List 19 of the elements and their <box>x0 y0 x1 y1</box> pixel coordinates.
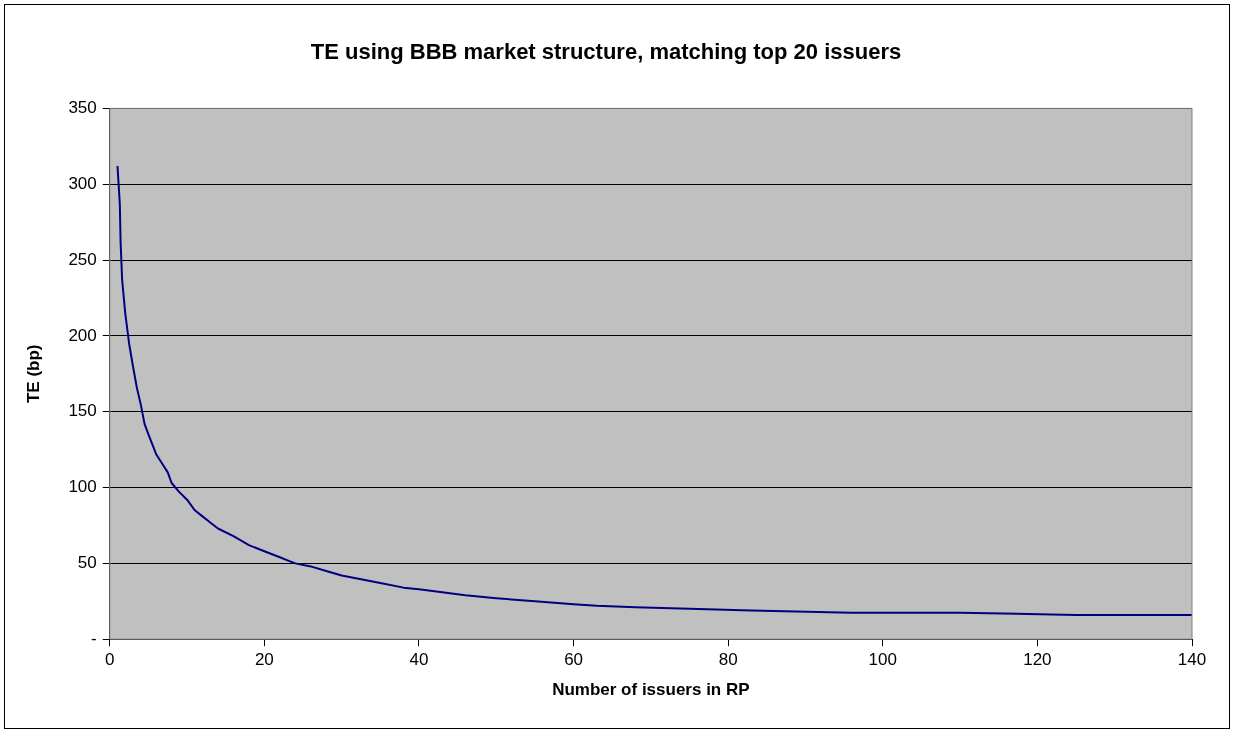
x-tick-label: 120 <box>1023 650 1052 670</box>
y-tick-label: 150 <box>68 401 97 421</box>
chart-title: TE using BBB market structure, matching top 20 issuers <box>310 39 902 65</box>
x-tick-label: 20 <box>254 650 274 670</box>
y-tick-label: - <box>91 628 97 648</box>
x-tick-label: 100 <box>868 650 897 670</box>
x-tick-label: 60 <box>564 650 584 670</box>
x-axis-title: Number of issuers in RP <box>552 680 750 700</box>
y-axis-title: TE (bp) <box>23 344 43 404</box>
y-tick-label: 250 <box>68 249 97 269</box>
y-tick-label: 200 <box>68 325 97 345</box>
x-tick-label: 40 <box>409 650 429 670</box>
y-tick-label: 50 <box>77 553 97 573</box>
x-tick-label: 140 <box>1177 650 1207 670</box>
x-tick-label: 0 <box>105 650 115 670</box>
y-tick-label: 100 <box>68 477 97 497</box>
y-tick-label: 300 <box>68 173 97 193</box>
y-tick-label: 350 <box>68 98 97 118</box>
x-tick-label: 80 <box>718 650 738 670</box>
